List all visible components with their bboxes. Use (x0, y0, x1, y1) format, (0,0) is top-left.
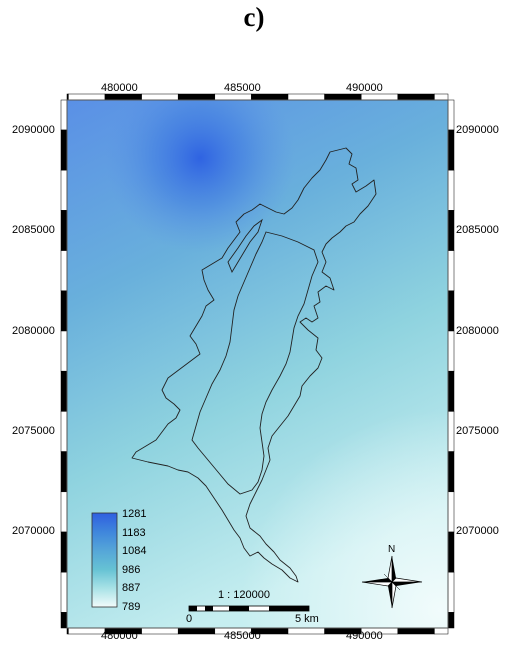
legend-label-3: 1084 (122, 545, 147, 557)
y-tick-left-5: 2070000 (12, 525, 55, 537)
x-tick-top-2: 485000 (224, 82, 261, 94)
panel-label: c) (243, 2, 265, 32)
x-tick-top-1: 480000 (101, 82, 138, 94)
north-label: N (388, 544, 396, 555)
north-arrow-icon (361, 555, 423, 609)
study-area-outline (131, 147, 377, 583)
x-tick-bottom-3: 490000 (346, 630, 383, 642)
y-tick-right-2: 2085000 (456, 224, 499, 236)
legend-label-1: 1281 (122, 508, 147, 520)
y-tick-right-4: 2075000 (456, 425, 499, 437)
scale-ratio: 1 : 120000 (218, 589, 270, 601)
y-tick-right-3: 2080000 (456, 325, 499, 337)
map-frame-ticks (60, 93, 455, 635)
legend-label-2: 1183 (122, 527, 146, 539)
map-frame (66, 99, 449, 629)
legend-color-bar (91, 512, 118, 608)
y-tick-left-4: 2075000 (12, 425, 55, 437)
y-tick-left-2: 2085000 (12, 224, 55, 236)
legend-label-4: 986 (122, 564, 141, 576)
inner-outline (191, 231, 319, 495)
legend-label-5: 887 (122, 582, 141, 594)
x-tick-top-3: 490000 (346, 82, 383, 94)
x-tick-bottom-2: 485000 (224, 630, 261, 642)
x-tick-bottom-1: 480000 (101, 630, 138, 642)
legend-label-6: 789 (122, 601, 141, 613)
y-tick-right-1: 2090000 (456, 124, 499, 136)
y-tick-left-1: 2090000 (12, 124, 55, 136)
map-low-zone (67, 100, 448, 628)
y-tick-right-5: 2070000 (456, 525, 499, 537)
scale-start-label: 0 (186, 613, 193, 625)
scale-end-label: 5 km (295, 613, 319, 625)
y-tick-left-3: 2080000 (12, 325, 55, 337)
scale-bar (188, 605, 310, 612)
inlet-outline (227, 218, 263, 274)
